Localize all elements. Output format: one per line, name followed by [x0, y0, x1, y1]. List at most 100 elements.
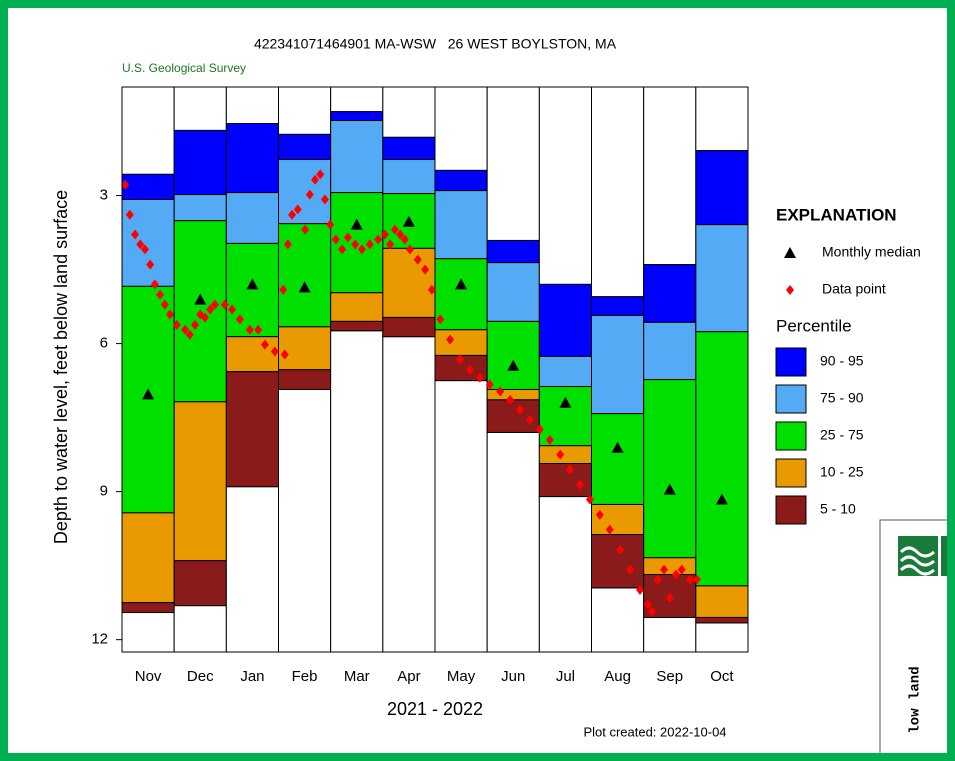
data-point — [156, 289, 165, 300]
data-point — [228, 304, 237, 315]
data-point — [396, 229, 405, 240]
percentile-band — [173, 129, 227, 196]
below-range — [591, 587, 645, 653]
data-point — [185, 329, 194, 340]
legend-label: 5 - 10 — [820, 501, 856, 517]
percentile-band — [643, 264, 697, 323]
percentile-band — [434, 190, 488, 260]
data-point — [400, 234, 409, 245]
percentile-band — [382, 316, 436, 338]
above-range — [330, 86, 384, 113]
below-range — [643, 616, 697, 653]
percentile-band — [278, 369, 332, 390]
data-point — [660, 564, 669, 575]
data-point — [172, 319, 181, 330]
percentile-band — [278, 159, 332, 225]
data-point — [311, 174, 320, 185]
percentile-band — [330, 111, 384, 122]
percentile-band — [695, 616, 749, 624]
data-point — [305, 189, 314, 200]
percentile-band — [538, 355, 592, 388]
percentile-band — [695, 331, 749, 587]
percentile-band — [538, 445, 592, 465]
data-point — [125, 209, 134, 220]
above-range — [382, 86, 436, 138]
data-point — [677, 564, 686, 575]
y-tick-label: 3 — [100, 187, 108, 204]
median-marker — [507, 359, 520, 371]
above-range — [225, 86, 279, 125]
data-point — [413, 254, 422, 265]
legend-median-label: Monthly median — [822, 244, 921, 260]
percentile-title: Percentile — [776, 316, 852, 335]
data-point — [525, 414, 534, 425]
data-point — [686, 574, 695, 585]
data-point — [648, 606, 657, 617]
percentile-band — [121, 173, 175, 201]
percentile-band — [486, 388, 540, 401]
percentile-band — [173, 401, 227, 562]
percentile-band — [591, 314, 645, 415]
below-range — [434, 380, 488, 653]
median-marker — [142, 388, 155, 400]
percentile-band — [225, 371, 279, 488]
data-point — [585, 494, 594, 505]
data-point — [260, 339, 269, 350]
data-point — [516, 404, 525, 415]
percentile-band — [225, 242, 279, 338]
percentile-band — [330, 120, 384, 194]
footnote: Plot created: 2022-10-04 — [583, 724, 726, 739]
percentile-band — [486, 320, 540, 390]
data-point — [200, 312, 209, 323]
percentile-band — [434, 169, 488, 192]
above-range — [643, 86, 697, 266]
percentile-band — [225, 192, 279, 244]
percentile-band — [538, 463, 592, 498]
below-range — [173, 605, 227, 653]
legend-swatch — [775, 384, 807, 414]
above-range — [486, 86, 540, 241]
data-point — [357, 244, 366, 255]
x-tick-label: Dec — [187, 668, 214, 685]
data-point — [436, 314, 445, 325]
above-range — [591, 86, 645, 298]
percentile-band — [121, 602, 175, 614]
percentile-band — [695, 224, 749, 333]
y-tick-label: 12 — [91, 631, 108, 648]
data-point — [270, 346, 279, 357]
median-marker — [246, 278, 259, 290]
data-point — [605, 524, 614, 535]
median-marker — [350, 218, 363, 230]
x-tick-label: Aug — [604, 668, 631, 685]
data-point — [351, 239, 360, 250]
data-point — [150, 279, 159, 290]
median-marker — [298, 281, 311, 293]
above-range — [538, 86, 592, 285]
data-point — [326, 219, 335, 230]
data-point — [206, 304, 215, 315]
percentile-band — [434, 329, 488, 356]
data-point — [672, 569, 681, 580]
x-tick-label: Jul — [556, 668, 575, 685]
partial-window: low land — [879, 519, 955, 761]
median-marker — [402, 215, 415, 227]
data-point — [293, 204, 302, 215]
data-point — [331, 234, 340, 245]
legend-swatch — [775, 347, 807, 377]
data-point — [136, 239, 145, 250]
percentile-band — [538, 283, 592, 357]
percentile-band — [382, 136, 436, 161]
x-tick-label: Mar — [344, 668, 370, 685]
data-point — [288, 209, 297, 220]
data-point — [181, 324, 190, 335]
median-marker — [455, 278, 468, 290]
data-point — [665, 592, 674, 603]
data-point — [405, 244, 414, 255]
below-range — [538, 496, 592, 653]
data-point — [421, 264, 430, 275]
data-point — [220, 299, 229, 310]
data-point — [374, 234, 383, 245]
below-range — [225, 486, 279, 653]
